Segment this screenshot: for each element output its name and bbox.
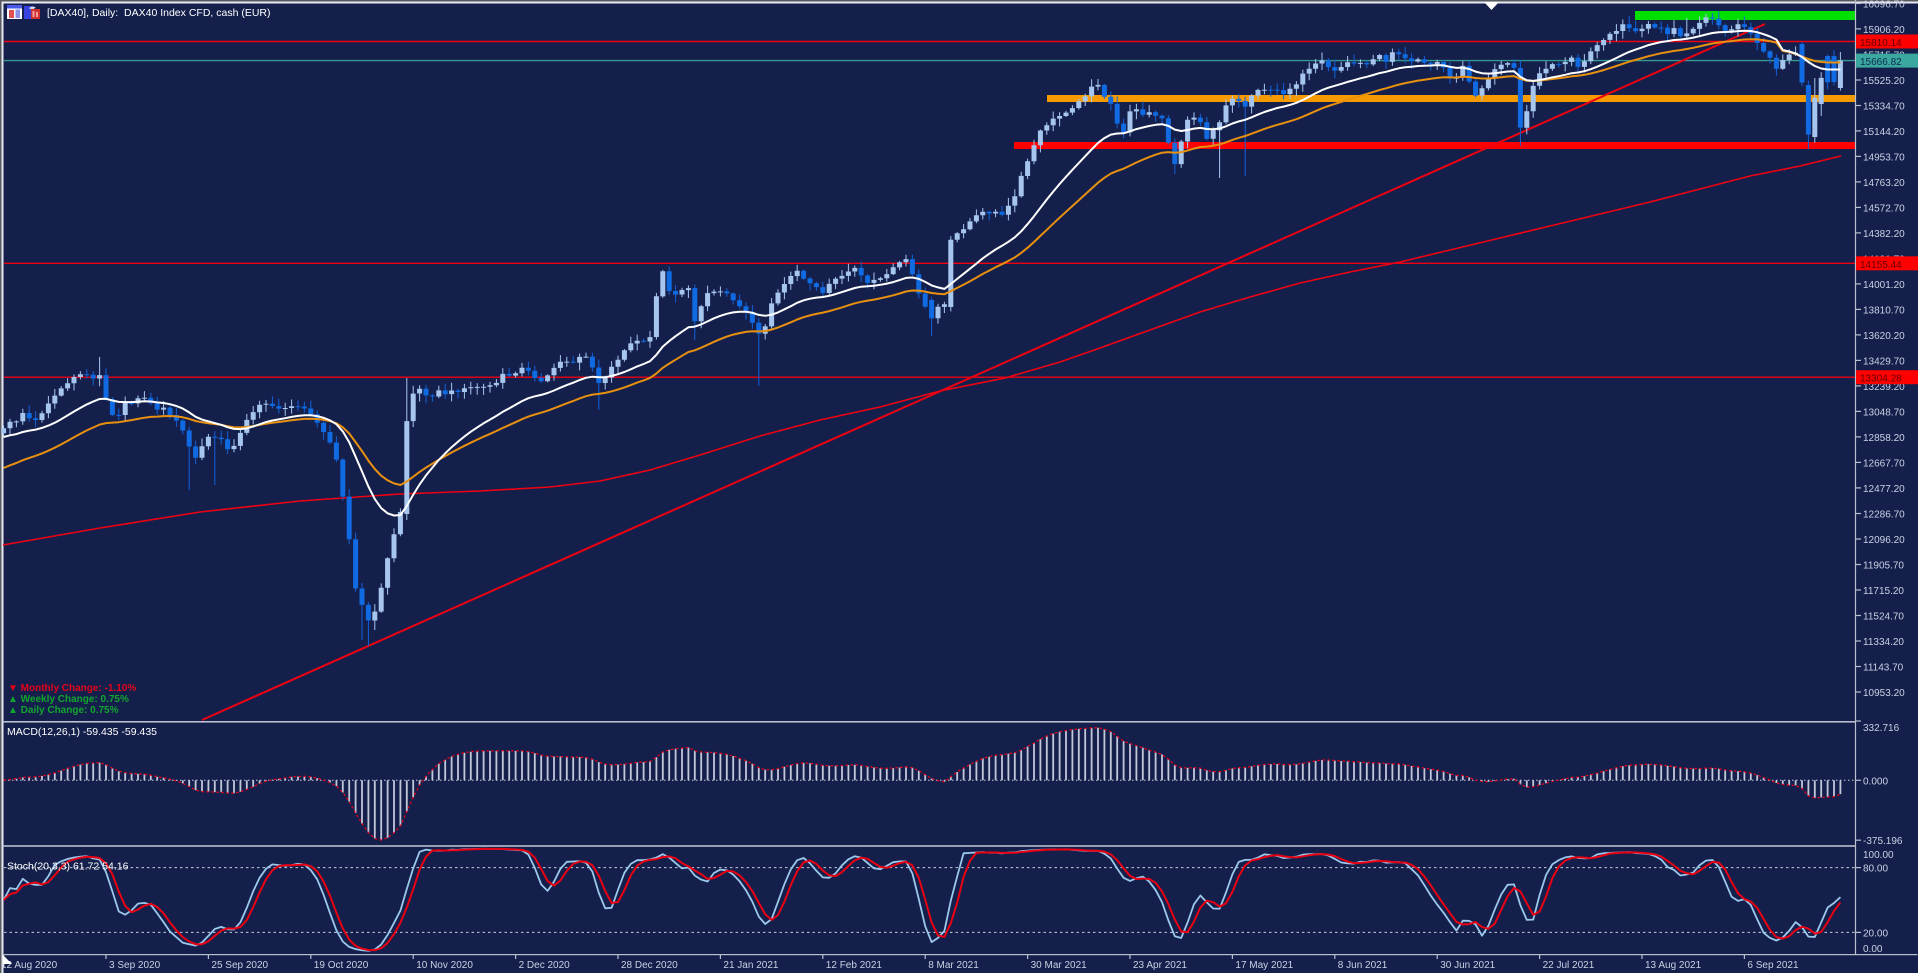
svg-text:332.716: 332.716 bbox=[1863, 723, 1900, 734]
svg-text:▲ Daily Change: 0.75%: ▲ Daily Change: 0.75% bbox=[8, 705, 119, 716]
svg-text:2 Dec 2020: 2 Dec 2020 bbox=[519, 960, 571, 971]
svg-text:13048.70: 13048.70 bbox=[1863, 407, 1905, 418]
svg-text:13 Aug 2021: 13 Aug 2021 bbox=[1645, 960, 1702, 971]
svg-text:15334.70: 15334.70 bbox=[1863, 102, 1905, 113]
svg-text:80.00: 80.00 bbox=[1863, 864, 1888, 875]
svg-text:12096.20: 12096.20 bbox=[1863, 535, 1905, 546]
svg-text:0.000: 0.000 bbox=[1863, 776, 1888, 787]
svg-text:100.00: 100.00 bbox=[1863, 850, 1894, 861]
svg-text:12286.70: 12286.70 bbox=[1863, 510, 1905, 521]
svg-text:17 May 2021: 17 May 2021 bbox=[1235, 960, 1293, 971]
svg-text:14763.20: 14763.20 bbox=[1863, 178, 1905, 189]
svg-text:MACD(12,26,1) -59.435 -59.435: MACD(12,26,1) -59.435 -59.435 bbox=[7, 726, 157, 738]
svg-text:6 Sep 2021: 6 Sep 2021 bbox=[1747, 960, 1799, 971]
svg-text:12858.20: 12858.20 bbox=[1863, 433, 1905, 444]
svg-text:11334.20: 11334.20 bbox=[1863, 637, 1904, 648]
svg-text:15144.20: 15144.20 bbox=[1863, 127, 1905, 138]
svg-text:15525.20: 15525.20 bbox=[1863, 76, 1905, 87]
svg-text:Stoch(20,3,3) 61.72 54.16: Stoch(20,3,3) 61.72 54.16 bbox=[7, 861, 129, 873]
svg-text:12 Aug 2020: 12 Aug 2020 bbox=[1, 960, 58, 971]
svg-text:14382.20: 14382.20 bbox=[1863, 229, 1905, 240]
svg-text:15810.14: 15810.14 bbox=[1860, 38, 1902, 49]
svg-text:0.00: 0.00 bbox=[1863, 944, 1883, 955]
svg-text:8 Mar 2021: 8 Mar 2021 bbox=[928, 960, 979, 971]
svg-text:13239.20: 13239.20 bbox=[1863, 382, 1905, 393]
svg-text:▲ Weekly Change: 0.75%: ▲ Weekly Change: 0.75% bbox=[8, 694, 129, 705]
svg-text:13810.70: 13810.70 bbox=[1863, 305, 1905, 316]
svg-text:30 Mar 2021: 30 Mar 2021 bbox=[1031, 960, 1088, 971]
svg-text:12 Feb 2021: 12 Feb 2021 bbox=[826, 960, 883, 971]
svg-text:16096.70: 16096.70 bbox=[1863, 0, 1905, 11]
svg-text:15906.20: 15906.20 bbox=[1863, 25, 1905, 36]
svg-text:3 Sep 2020: 3 Sep 2020 bbox=[109, 960, 161, 971]
svg-text:23 Apr 2021: 23 Apr 2021 bbox=[1133, 960, 1187, 971]
svg-text:10 Nov 2020: 10 Nov 2020 bbox=[416, 960, 473, 971]
svg-text:11905.70: 11905.70 bbox=[1863, 561, 1904, 572]
svg-text:14572.70: 14572.70 bbox=[1863, 203, 1905, 214]
svg-text:14953.70: 14953.70 bbox=[1863, 152, 1905, 163]
svg-text:14155.44: 14155.44 bbox=[1860, 260, 1902, 271]
svg-text:12667.70: 12667.70 bbox=[1863, 458, 1905, 469]
svg-text:15666.82: 15666.82 bbox=[1860, 57, 1902, 68]
svg-text:11524.70: 11524.70 bbox=[1863, 612, 1904, 623]
svg-text:20.00: 20.00 bbox=[1863, 928, 1888, 939]
svg-text:13429.70: 13429.70 bbox=[1863, 356, 1905, 367]
svg-text:11715.20: 11715.20 bbox=[1863, 586, 1904, 597]
svg-text:12477.20: 12477.20 bbox=[1863, 484, 1905, 495]
svg-text:13304.28: 13304.28 bbox=[1860, 374, 1902, 385]
svg-text:14001.20: 14001.20 bbox=[1863, 280, 1905, 291]
svg-text:8 Jun 2021: 8 Jun 2021 bbox=[1338, 960, 1388, 971]
svg-text:13620.20: 13620.20 bbox=[1863, 331, 1905, 342]
svg-text:21 Jan 2021: 21 Jan 2021 bbox=[723, 960, 778, 971]
svg-text:28 Dec 2020: 28 Dec 2020 bbox=[621, 960, 678, 971]
svg-text:11143.70: 11143.70 bbox=[1863, 663, 1904, 674]
svg-text:[DAX40], Daily: DAX40 Index C: [DAX40], Daily: DAX40 Index CFD, cash (E… bbox=[47, 7, 271, 19]
svg-text:30 Jun 2021: 30 Jun 2021 bbox=[1440, 960, 1495, 971]
svg-text:10953.20: 10953.20 bbox=[1863, 688, 1905, 699]
svg-text:25 Sep 2020: 25 Sep 2020 bbox=[211, 960, 268, 971]
svg-text:▼ Monthly Change: -1.10%: ▼ Monthly Change: -1.10% bbox=[8, 683, 136, 694]
svg-text:-375.196: -375.196 bbox=[1863, 836, 1903, 847]
svg-text:19 Oct 2020: 19 Oct 2020 bbox=[314, 960, 369, 971]
svg-text:22 Jul 2021: 22 Jul 2021 bbox=[1543, 960, 1595, 971]
